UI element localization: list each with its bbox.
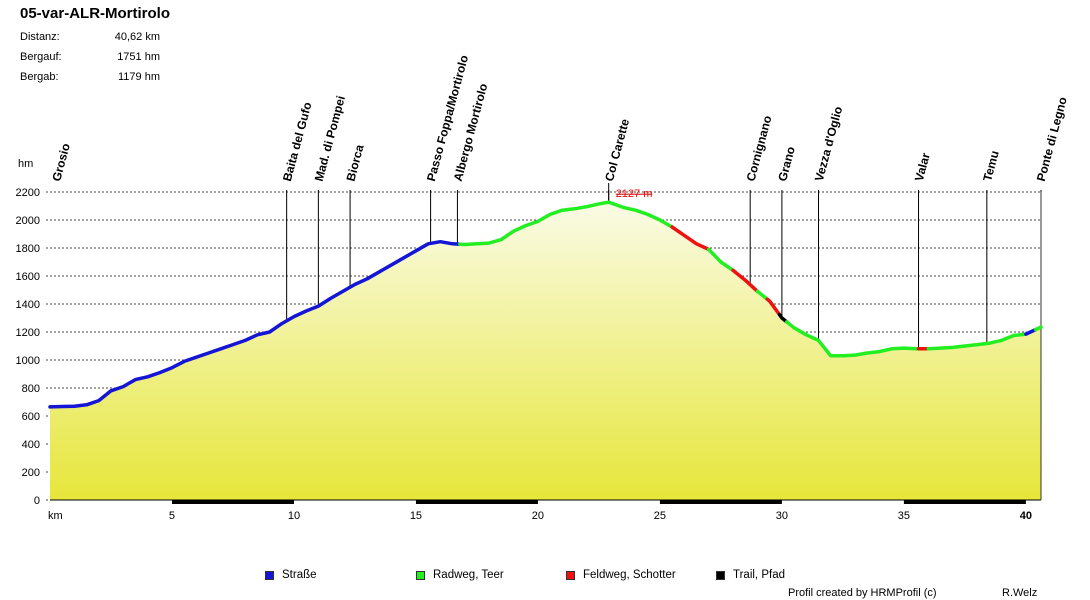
profile-segment [48, 239, 462, 409]
x-tick-label: 10 [288, 510, 300, 522]
stat-descent-value: 1179 hm [118, 71, 160, 83]
waypoint-label: Grano [775, 145, 798, 183]
legend-label-radweg: Radweg, Teer [433, 569, 504, 581]
y-tick-label: 1400 [16, 299, 40, 311]
stat-descent-label: Bergab: [20, 71, 59, 83]
y-tick-label: 0 [34, 495, 40, 507]
profile-segment [926, 332, 1028, 351]
x-tick-label: 40 [1020, 510, 1032, 522]
chart-title: 05-var-ALR-Mortirolo [20, 5, 171, 22]
author-text: R.Welz [1002, 587, 1038, 599]
legend-item-radweg: Radweg, Teer [416, 569, 504, 581]
stat-distance-value: 40,62 km [114, 31, 160, 43]
profile-segment [670, 225, 711, 252]
y-axis-label: hm [18, 158, 33, 170]
y-tick-label: 1600 [16, 271, 40, 283]
waypoint-label: Ponte di Legno [1034, 95, 1070, 182]
legend-item-strasse: Straße [265, 569, 317, 581]
elevation-area-fill [50, 202, 1041, 500]
x-axis-band [903, 500, 1026, 504]
peak-label: 2127 m [616, 188, 653, 200]
waypoint-label: Grosio [49, 142, 73, 183]
profile-segment [785, 320, 921, 358]
x-tick-label: 20 [532, 510, 544, 522]
legend-label-strasse: Straße [282, 569, 317, 581]
legend-label-feldweg: Feldweg, Schotter [583, 569, 676, 581]
profile-segment [777, 312, 789, 324]
waypoint-label: Col Carette [602, 117, 632, 183]
profile-segment [765, 297, 782, 317]
legend-item-trail: Trail, Pfad [716, 569, 785, 581]
y-tick-label: 2200 [16, 187, 40, 199]
x-axis-band [415, 500, 538, 504]
waypoint-label: Biorca [343, 143, 366, 183]
y-tick-label: 800 [22, 383, 40, 395]
waypoint-label: Vezza d'Oglio [812, 105, 845, 183]
legend-swatch-strasse [265, 570, 274, 580]
x-axis-label: km [48, 510, 63, 522]
waypoint-label: Valar [912, 151, 933, 183]
profile-segment [1033, 325, 1043, 332]
credit-text: Profil created by HRMProfil (c) [788, 587, 937, 599]
waypoint-label: Baita del Gufo [280, 101, 315, 183]
y-tick-label: 1800 [16, 243, 40, 255]
profile-segment [1024, 327, 1038, 336]
x-tick-label: 25 [654, 510, 666, 522]
stat-ascent-value: 1751 hm [117, 51, 160, 63]
profile-segment [731, 268, 760, 294]
waypoint-label: Temu [980, 149, 1002, 183]
legend-label-trail: Trail, Pfad [733, 569, 785, 581]
y-tick-label: 200 [22, 467, 40, 479]
x-axis-band [659, 500, 782, 504]
waypoint-label: Mad. di Pompei [312, 94, 348, 183]
legend-swatch-trail [716, 570, 725, 580]
x-tick-label: 5 [169, 510, 175, 522]
y-tick-label: 1000 [16, 355, 40, 367]
x-tick-label: 15 [410, 510, 422, 522]
legend-item-feldweg: Feldweg, Schotter [566, 569, 676, 581]
y-tick-label: 2000 [16, 215, 40, 227]
y-tick-label: 1200 [16, 327, 40, 339]
y-tick-label: 400 [22, 439, 40, 451]
waypoint-label: Cornignano [744, 114, 775, 183]
y-tick-label: 600 [22, 411, 40, 423]
profile-segment [706, 247, 735, 273]
x-axis-band [171, 500, 294, 504]
legend-swatch-radweg [416, 570, 425, 580]
x-tick-label: 35 [898, 510, 910, 522]
legend-swatch-feldweg [566, 570, 575, 580]
x-tick-label: 30 [776, 510, 788, 522]
profile-segment [755, 289, 770, 301]
stat-distance-label: Distanz: [20, 31, 60, 43]
profile-segment [458, 200, 674, 247]
stat-ascent-label: Bergauf: [20, 51, 62, 63]
